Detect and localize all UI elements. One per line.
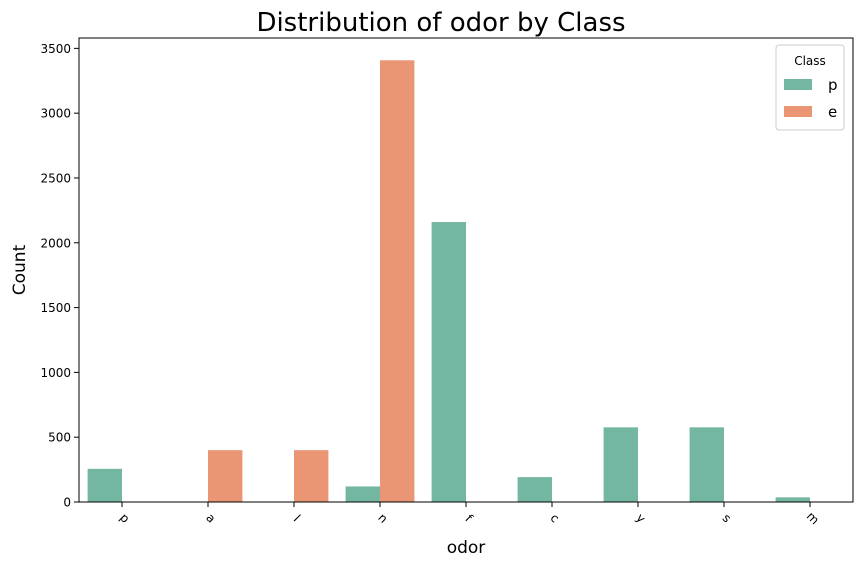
y-tick-label: 2500 [40,171,71,185]
x-tick-label-p: p [117,511,132,526]
bar-e-n [380,60,415,502]
legend-label-e: e [828,103,837,121]
bar-p-f [431,222,466,503]
bar-p-n [345,486,380,502]
x-tick-label-m: m [804,509,822,527]
bar-p-s [689,427,724,502]
legend: Class p e [775,44,845,131]
x-tick-label-y: y [633,511,648,526]
legend-swatch-e [784,106,812,117]
bar-p-y [603,427,638,502]
y-tick-label: 3000 [40,107,71,121]
legend-label-p: p [828,76,838,94]
bars-layer [87,60,810,503]
x-tick-label-f: f [462,512,475,525]
x-tick-label-n: n [375,511,390,526]
y-tick-label: 3500 [40,42,71,56]
legend-swatch-p [784,79,812,90]
y-tick-label: 0 [63,496,71,510]
x-tick-label-l: l [291,512,303,524]
bar-p-p [87,468,122,502]
x-tick-label-c: c [548,511,563,526]
y-tick-label: 1500 [40,301,71,315]
chart-title: Distribution of odor by Class [256,8,625,38]
bar-p-c [517,477,552,502]
y-tick-label: 2000 [40,236,71,250]
legend-title: Class [794,54,826,68]
bar-e-a [208,450,243,502]
y-tick-label: 1000 [40,366,71,380]
x-axis-title: odor [447,538,486,558]
bar-e-l [294,450,329,502]
y-tick-label: 500 [48,431,71,445]
x-tick-label-s: s [720,511,734,525]
x-tick-label-a: a [203,511,218,526]
y-axis: 0 500 1000 1500 2000 2500 3000 3500 [40,42,79,510]
bar-p-m [775,497,810,502]
y-axis-title: Count [10,244,30,295]
